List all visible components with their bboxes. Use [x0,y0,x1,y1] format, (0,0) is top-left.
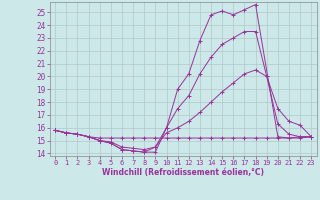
X-axis label: Windchill (Refroidissement éolien,°C): Windchill (Refroidissement éolien,°C) [102,168,264,177]
